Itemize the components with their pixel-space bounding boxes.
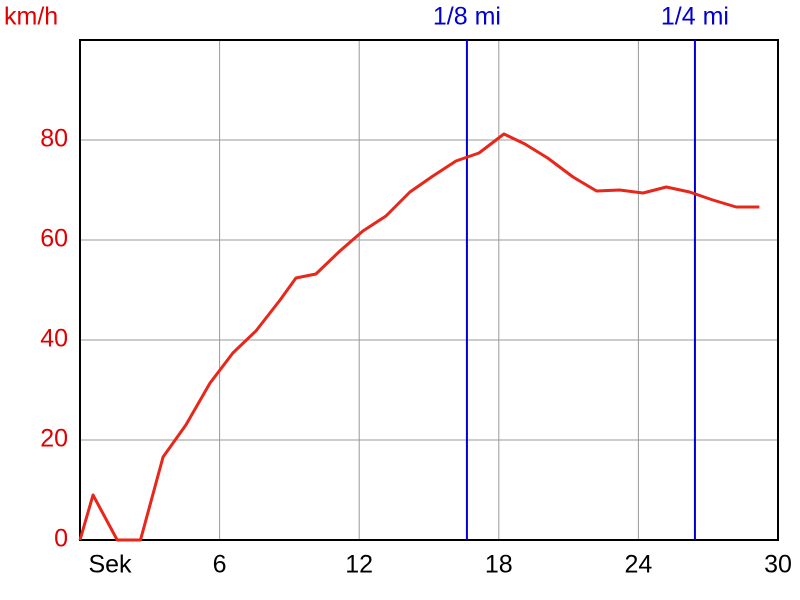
reference-label: 1/8 mi <box>433 3 501 31</box>
x-tick-label: 30 <box>764 551 792 579</box>
x-tick-label: 12 <box>345 551 373 579</box>
data-line <box>78 132 760 542</box>
x-axis-label: Sek <box>88 551 132 579</box>
plot-frame <box>79 39 779 541</box>
reference-label: 1/4 mi <box>661 3 729 31</box>
y-axis-label: km/h <box>4 3 58 31</box>
y-tick-label: 20 <box>40 425 68 453</box>
y-tick-label: 80 <box>40 125 68 153</box>
y-tick-label: 40 <box>40 325 68 353</box>
x-tick-label: 24 <box>624 551 652 579</box>
x-tick-label: 18 <box>485 551 513 579</box>
y-tick-label: 0 <box>54 525 68 553</box>
x-tick-label: 6 <box>213 551 227 579</box>
y-tick-label: 60 <box>40 225 68 253</box>
